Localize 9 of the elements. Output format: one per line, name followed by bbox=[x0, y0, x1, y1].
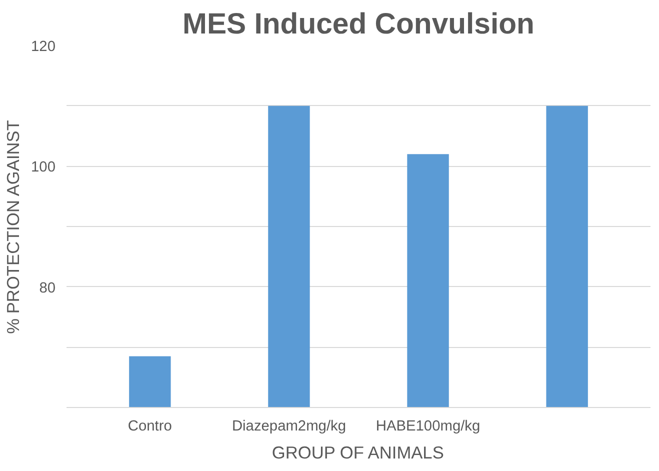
y-axis-title: % PROTECTION AGAINST bbox=[3, 120, 24, 334]
x-tick-label: Contro bbox=[128, 418, 172, 434]
x-axis-title: GROUP OF ANIMALS bbox=[272, 442, 444, 462]
y-tick-label: 120 bbox=[31, 39, 56, 55]
y-tick-label: 80 bbox=[39, 280, 56, 296]
y-tick-label: 100 bbox=[31, 160, 56, 176]
x-tick-label: HABE100mg/kg bbox=[376, 418, 480, 434]
x-tick-label: Diazepam2mg/kg bbox=[232, 418, 346, 434]
chart-title: MES Induced Convulsion bbox=[182, 8, 534, 40]
